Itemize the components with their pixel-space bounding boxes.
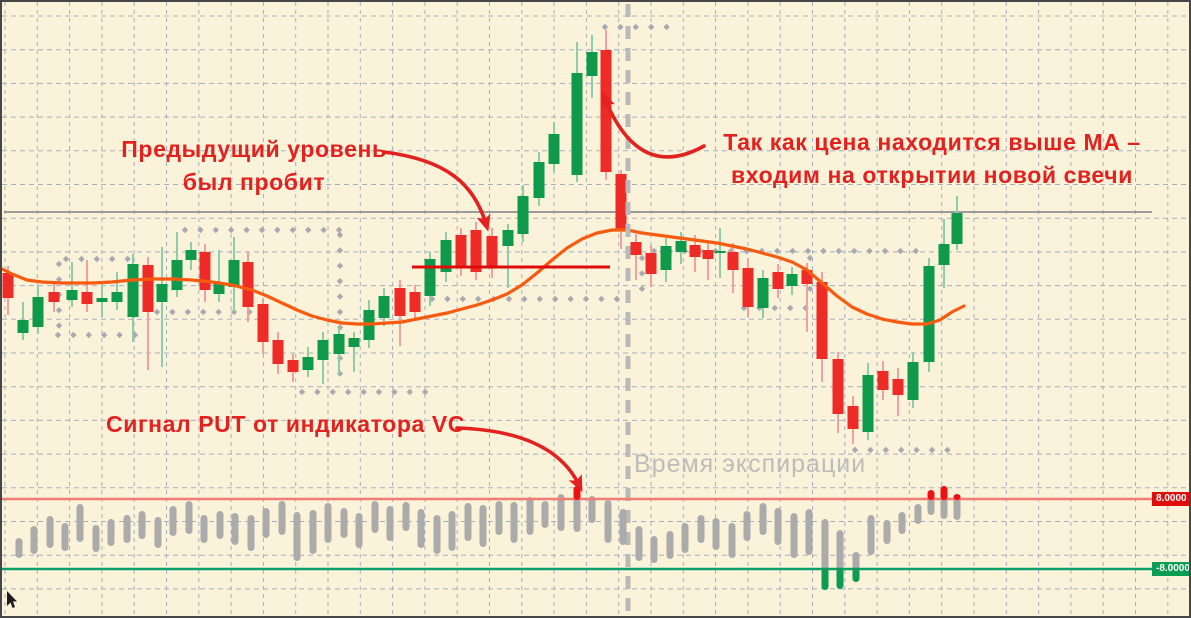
prev-level-arrow bbox=[382, 150, 491, 232]
annotation-arrows bbox=[382, 91, 706, 493]
mouse-cursor bbox=[7, 591, 17, 608]
put-signal-arrow bbox=[455, 426, 583, 493]
annotation-prev-level: Предыдущий уровень был пробит bbox=[121, 133, 386, 199]
annotation-ma-entry-line2: входим на открытии новой свечи bbox=[731, 162, 1133, 188]
upper-threshold-price-badge: 8.0000 bbox=[1152, 492, 1189, 506]
annotation-ma-entry: Так как цена находится выше МА – входим … bbox=[723, 126, 1141, 192]
vc-indicator-histogram bbox=[2, 486, 1152, 590]
annotation-put-signal: Сигнал PUT от индикатора VC bbox=[106, 411, 465, 437]
ma-entry-arrow bbox=[601, 91, 706, 159]
lower-threshold-price-badge: -8.0000 bbox=[1152, 562, 1189, 576]
candlestick-layer bbox=[2, 30, 963, 444]
annotation-ma-entry-line1: Так как цена находится выше МА – bbox=[723, 129, 1141, 155]
ma-line bbox=[2, 228, 966, 326]
annotation-prev-level-line2: был пробит bbox=[182, 169, 326, 195]
annotation-prev-level-line1: Предыдущий уровень bbox=[121, 136, 387, 162]
expiration-time-label: Время экспирации bbox=[634, 450, 867, 478]
